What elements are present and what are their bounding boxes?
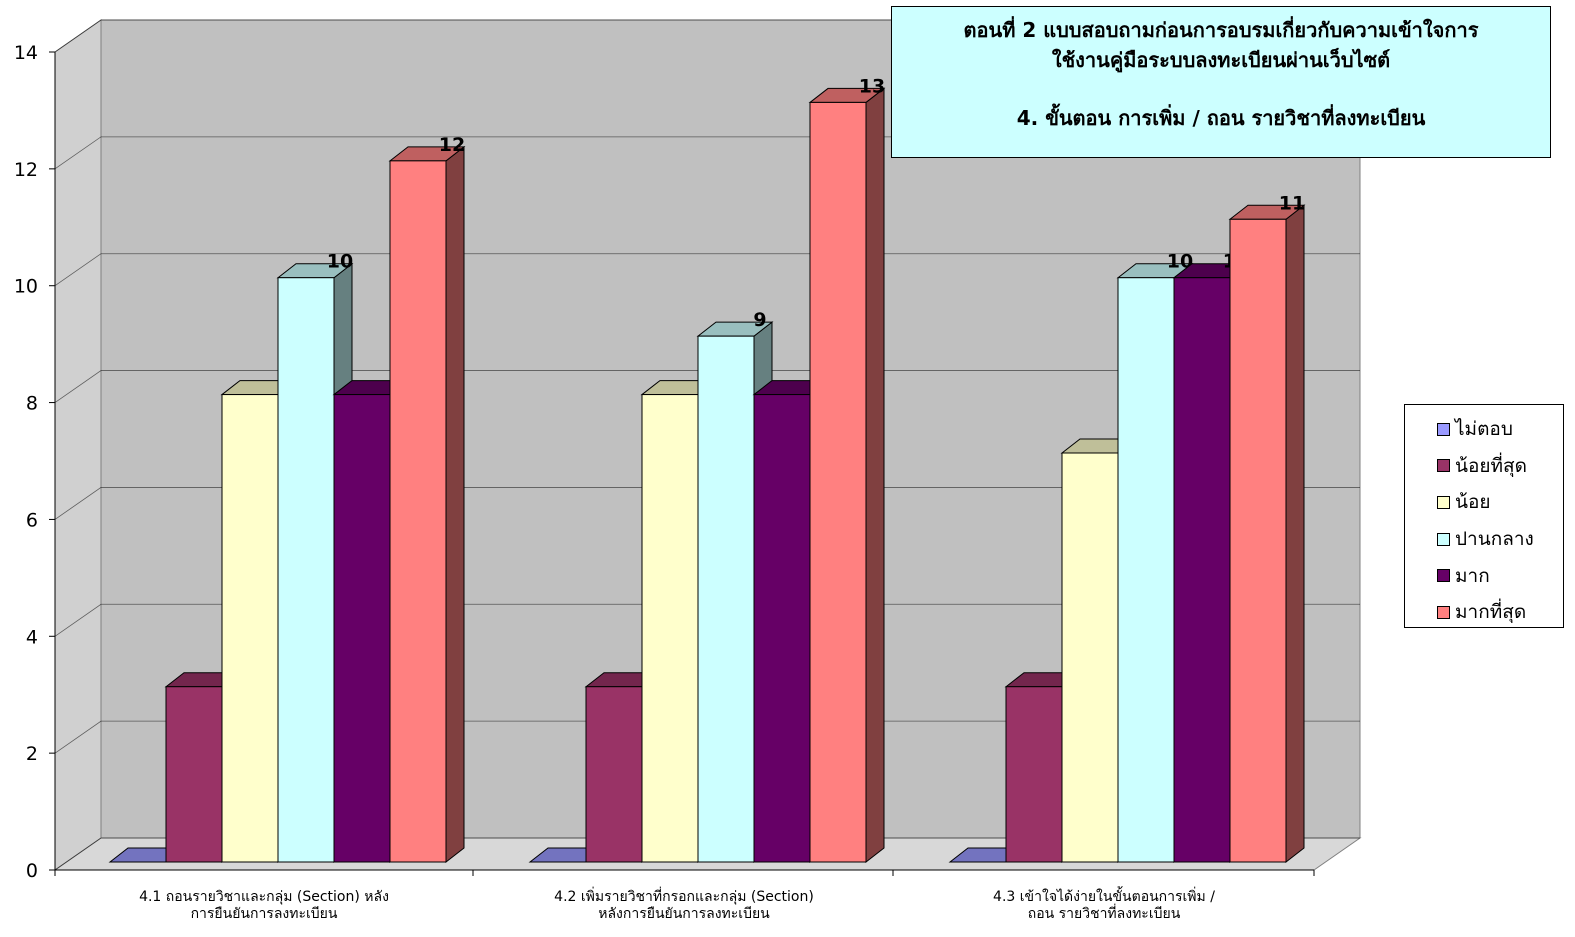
legend-label: ไม่ตอบ: [1455, 418, 1513, 441]
data-label: 9: [753, 309, 766, 331]
y-tick-label: 2: [26, 743, 38, 765]
bar: [1005, 686, 1063, 863]
y-tick-label: 6: [26, 509, 38, 531]
bar: [165, 686, 223, 863]
y-tick-label: 4: [26, 626, 38, 648]
legend-label: มากที่สุด: [1455, 601, 1527, 624]
gridline: [54, 253, 1360, 287]
chart-title-line-2: ใช้งานคู่มือระบบลงทะเบียนผ่านเว็บไซต์: [1051, 48, 1391, 72]
legend-swatch: [1437, 422, 1450, 436]
legend-label: ปานกลาง: [1455, 528, 1534, 551]
legend-swatch: [1437, 569, 1450, 583]
x-category-label: 4.2 เพิ่มรายวิชาที่กรอกและกลุ่ม (Section…: [494, 889, 874, 923]
x-category-label-line: การยืนยันการลงทะเบียน: [190, 906, 338, 922]
data-label: 12: [439, 134, 465, 156]
gridline: [54, 603, 1360, 637]
gridline: [54, 720, 1360, 754]
legend-item: น้อย: [1437, 484, 1563, 521]
legend-label: มาก: [1455, 564, 1490, 587]
y-tick-label: 0: [26, 860, 38, 882]
x-category-label: 4.3 เข้าใจได้ง่ายในขั้นตอนการเพิ่ม / ถอน …: [914, 889, 1294, 923]
x-category-label-line: 4.2 เพิ่มรายวิชาที่กรอกและกลุ่ม (Section…: [554, 889, 814, 905]
bar-side: [445, 145, 465, 864]
x-category-label-line: 4.1 ถอนรายวิชาและกลุ่ม (Section) หลัง: [139, 889, 389, 905]
chart-title-box: ตอนที่ 2 แบบสอบถามก่อนการอบรมเกี่ยวกับคว…: [891, 6, 1551, 158]
y-tick-label: 14: [14, 42, 38, 64]
legend-item: ไม่ตอบ: [1437, 411, 1563, 448]
gridline: [54, 370, 1360, 403]
legend-item: มากที่สุด: [1437, 594, 1563, 631]
bar-side: [1285, 204, 1305, 864]
bar-side: [865, 87, 885, 864]
bar: [1117, 277, 1175, 863]
legend-swatch: [1437, 459, 1450, 473]
bar: [753, 394, 811, 863]
legend-label: น้อยที่สุด: [1455, 454, 1527, 477]
data-label: 11: [1279, 192, 1305, 214]
legend-label: น้อย: [1455, 491, 1491, 514]
bar: [1061, 452, 1119, 863]
y-tick-label: 8: [26, 393, 38, 415]
chart-title-line-1: ตอนที่ 2 แบบสอบถามก่อนการอบรมเกี่ยวกับคว…: [963, 18, 1479, 42]
legend-item: ปานกลาง: [1437, 521, 1563, 558]
bar: [585, 686, 643, 863]
x-category-label-line: หลังการยืนยันการลงทะเบียน: [598, 906, 770, 922]
x-category-label-line: 4.3 เข้าใจได้ง่ายในขั้นตอนการเพิ่ม /: [993, 889, 1215, 905]
gridline: [54, 487, 1360, 520]
chart-title-line-3: 4. ขั้นตอน การเพิ่ม / ถอน รายวิชาที่ลงทะ…: [1016, 106, 1426, 130]
data-label: 13: [859, 75, 885, 97]
gridline: [54, 837, 1360, 871]
bar: [697, 335, 755, 863]
x-category-label: 4.1 ถอนรายวิชาและกลุ่ม (Section) หลัง การ…: [74, 889, 454, 923]
legend-swatch: [1437, 532, 1450, 546]
side-wall: [54, 19, 102, 871]
bar: [221, 394, 279, 863]
legend-item: มาก: [1437, 557, 1563, 594]
legend-swatch: [1437, 605, 1450, 619]
y-tick-label: 12: [14, 159, 38, 181]
bar: [809, 101, 867, 863]
bar: [389, 160, 447, 863]
data-label: 10: [327, 251, 353, 273]
bar: [333, 394, 391, 863]
legend-swatch: [1437, 495, 1450, 509]
data-label: 10: [1167, 251, 1193, 273]
bar: [277, 277, 335, 863]
chart-legend: ไม่ตอบน้อยที่สุดน้อยปานกลางมากมากที่สุด: [1404, 404, 1564, 628]
bar: [1229, 218, 1287, 863]
legend-item: น้อยที่สุด: [1437, 448, 1563, 485]
x-category-label-line: ถอน รายวิชาที่ลงทะเบียน: [1027, 906, 1181, 922]
bar: [1173, 277, 1231, 863]
y-tick-label: 10: [14, 276, 38, 298]
bar: [641, 394, 699, 863]
